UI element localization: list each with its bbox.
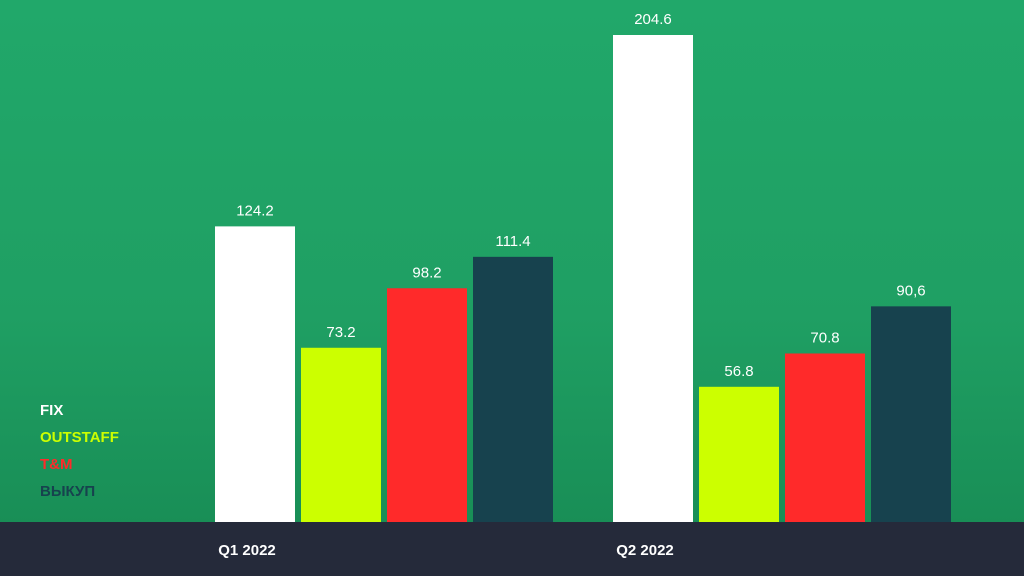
x-axis-ticks: Q1 2022 Q2 2022 <box>218 542 674 559</box>
bar-выкуп-1 <box>871 306 951 522</box>
bar-value-label: 124.2 <box>236 202 274 219</box>
bar-value-label: 98.2 <box>412 264 441 281</box>
bar-fix-1 <box>613 35 693 522</box>
bar-t-m-0 <box>387 288 467 522</box>
bar-выкуп-0 <box>473 256 553 522</box>
legend-item: T&M <box>40 456 73 473</box>
x-tick-label: Q1 2022 <box>218 542 276 559</box>
x-tick-label: Q2 2022 <box>616 542 674 559</box>
bar-value-label: 90,6 <box>896 282 925 299</box>
bar-t-m-1 <box>785 353 865 522</box>
legend-item: ВЫКУП <box>40 483 96 500</box>
bar-value-label: 73.2 <box>326 324 355 341</box>
x-axis-band <box>0 522 1024 576</box>
bar-value-label: 70.8 <box>810 329 839 346</box>
bar-group <box>215 35 951 522</box>
bar-value-label: 56.8 <box>724 363 753 380</box>
bar-fix-0 <box>215 226 295 522</box>
legend-item: FIX <box>40 402 64 419</box>
legend-item: OUTSTAFF <box>40 429 119 446</box>
bar-value-label: 111.4 <box>495 233 530 250</box>
bar-value-label: 204.6 <box>634 11 672 28</box>
legend: FIX OUTSTAFF T&M ВЫКУП <box>40 397 119 505</box>
bar-outstaff-0 <box>301 347 381 522</box>
bar-label-group: 124.2 73.2 98.2 111.4 204.6 56.8 70.8 90,6 <box>236 11 925 380</box>
bar-outstaff-1 <box>699 386 779 522</box>
